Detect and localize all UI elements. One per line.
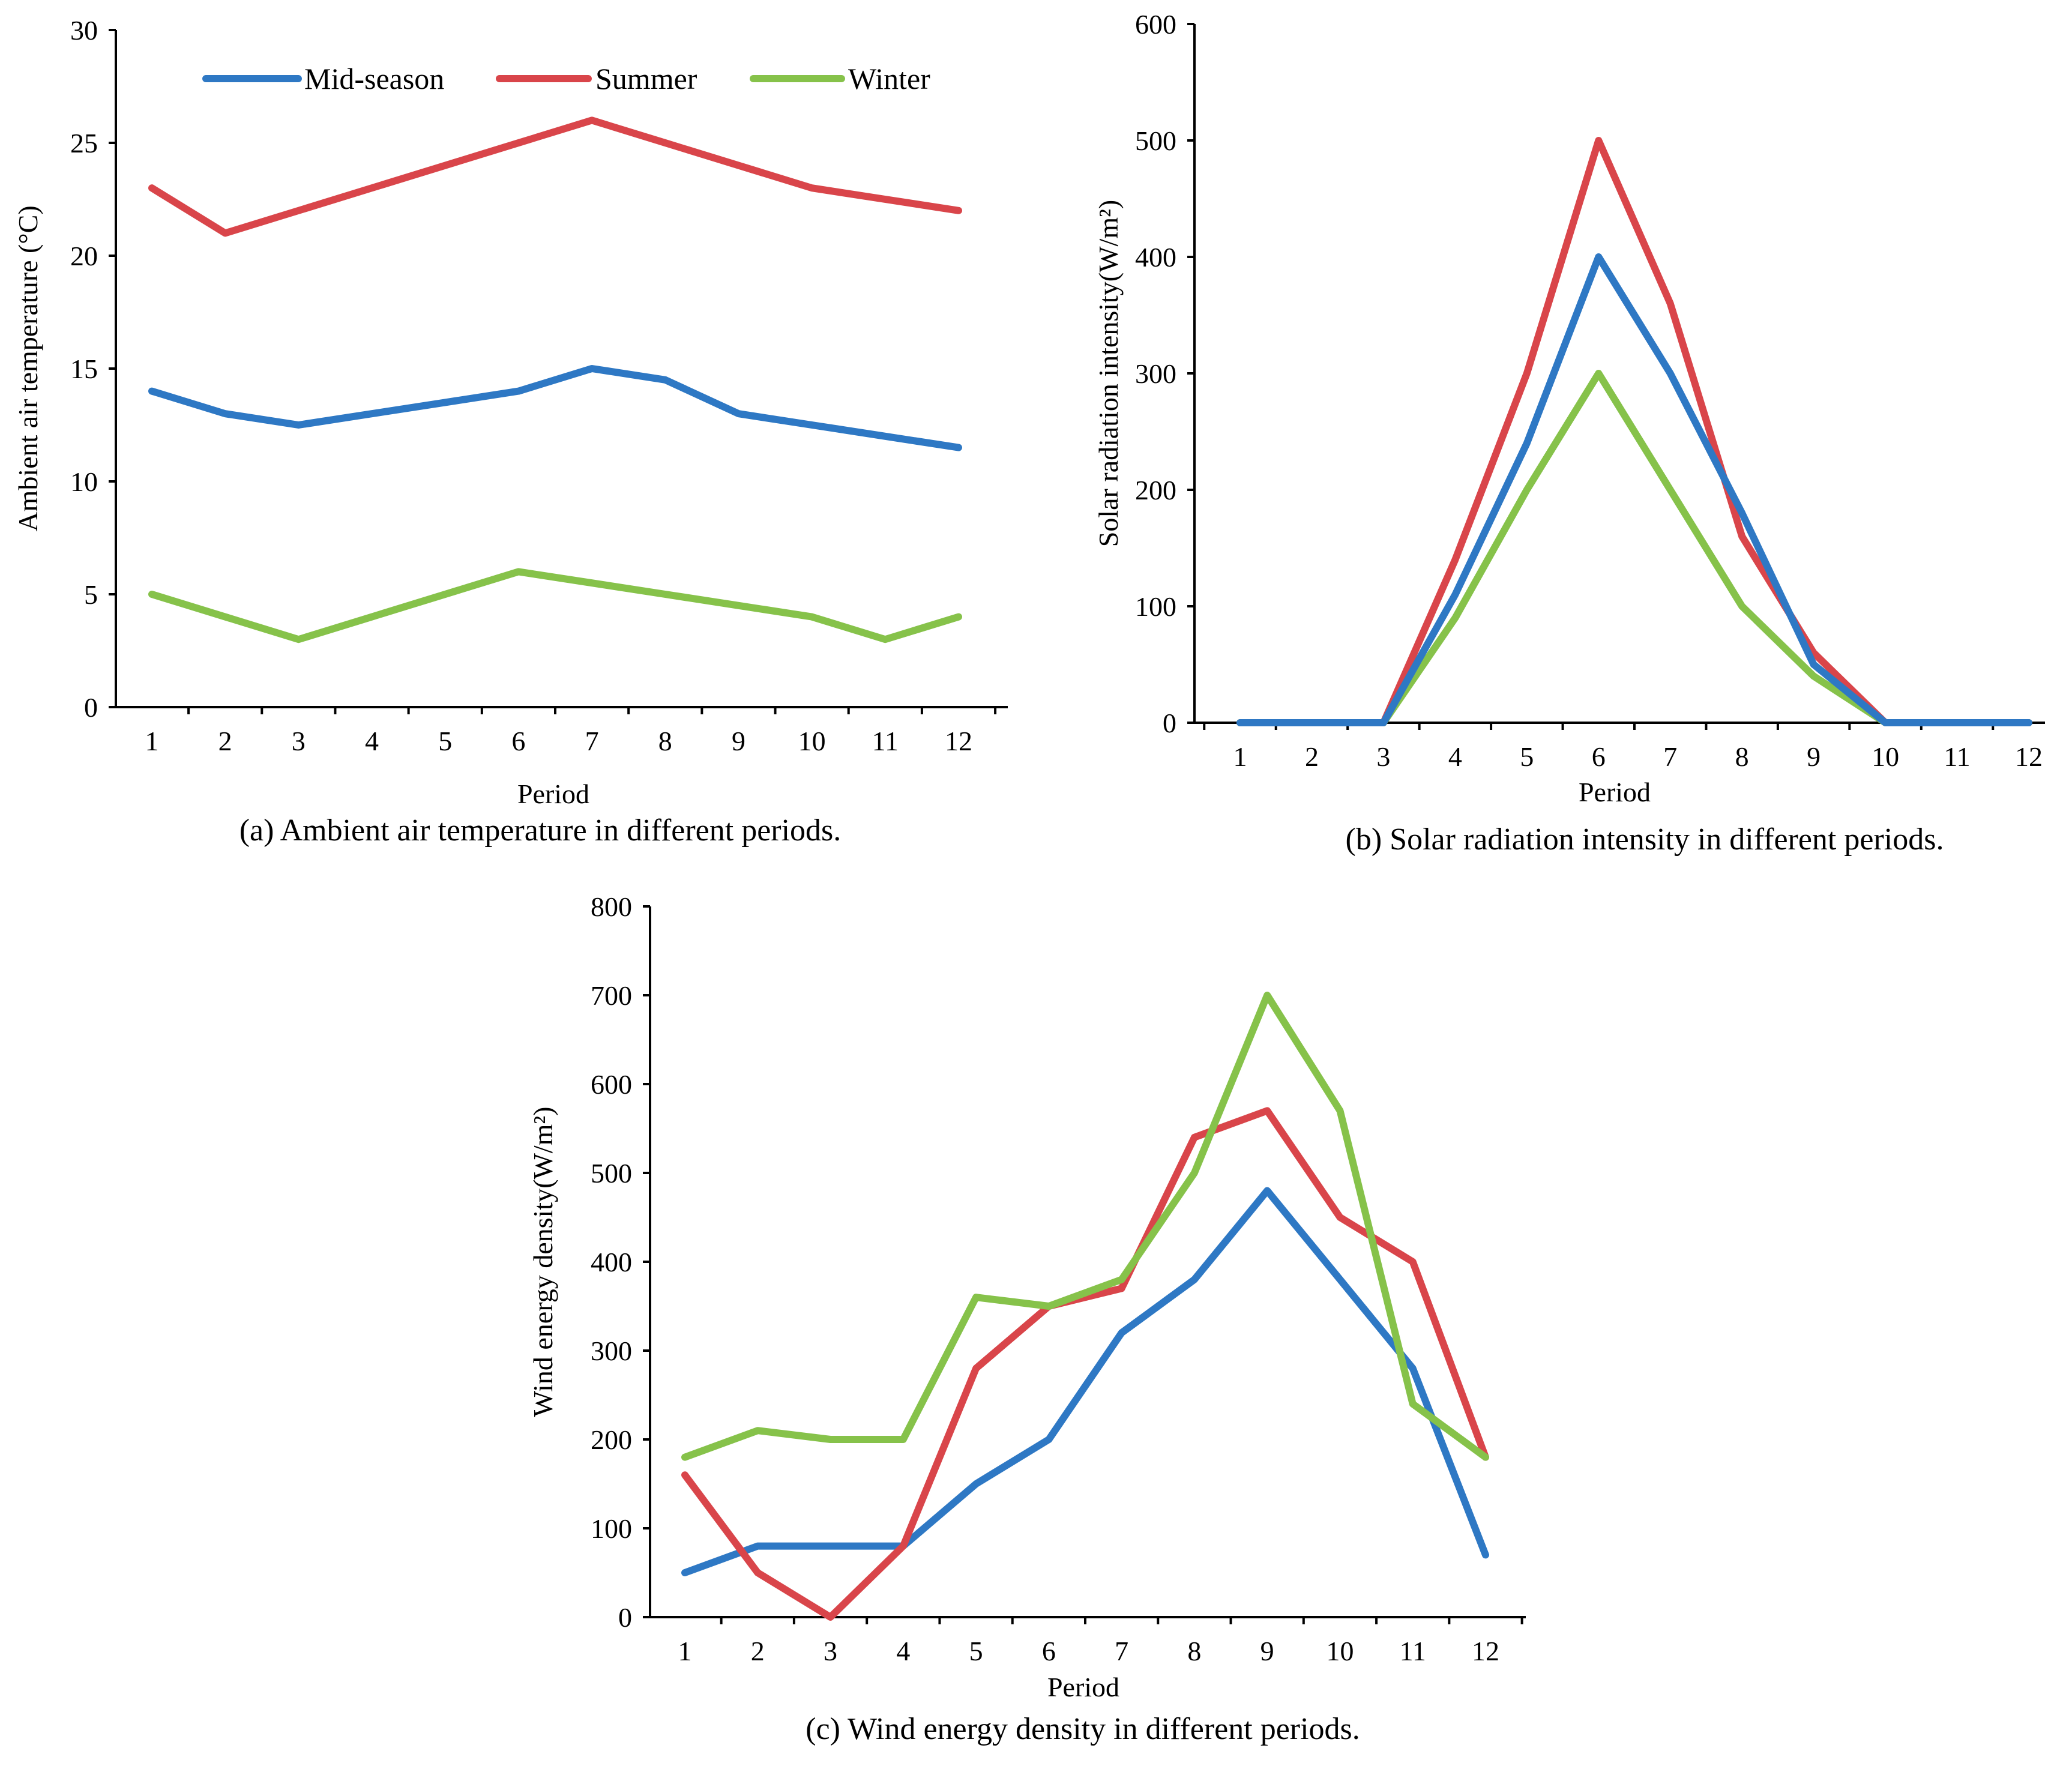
x-tick-label-c: 12 <box>1472 1636 1499 1666</box>
x-axis-label-a: Period <box>517 779 589 809</box>
x-tick-label-b: 7 <box>1663 741 1677 772</box>
x-tick-label-a: 4 <box>365 726 379 756</box>
x-tick-label-c: 8 <box>1187 1636 1201 1666</box>
caption-c: (c) Wind energy density in different per… <box>806 1712 1360 1746</box>
y-tick-label-c: 700 <box>591 980 632 1011</box>
y-tick-label-c: 800 <box>591 891 632 922</box>
y-tick-label-a: 20 <box>70 241 98 271</box>
y-tick-label-c: 200 <box>591 1424 632 1455</box>
y-tick-label-b: 100 <box>1135 591 1176 622</box>
x-tick-label-a: 2 <box>218 726 232 756</box>
y-tick-label-c: 100 <box>591 1513 632 1544</box>
x-tick-label-a: 7 <box>585 726 599 756</box>
legend: Mid-season Summer Winter <box>202 62 930 95</box>
caption-a: (a) Ambient air temperature in different… <box>239 813 842 848</box>
x-tick-label-c: 4 <box>896 1636 910 1666</box>
y-tick-label-b: 300 <box>1135 358 1176 389</box>
legend-label-summer: Summer <box>595 62 697 95</box>
y-tick-label-a: 10 <box>70 466 98 497</box>
x-axis-label-b: Period <box>1579 777 1651 807</box>
x-tick-label-b: 3 <box>1376 741 1390 772</box>
x-tick-label-b: 8 <box>1735 741 1749 772</box>
x-tick-label-c: 6 <box>1042 1636 1056 1666</box>
y-axis-label-c: Wind energy density(W/m²) <box>528 1107 558 1417</box>
x-tick-label-a: 3 <box>292 726 306 756</box>
y-tick-label-c: 600 <box>591 1069 632 1100</box>
x-tick-label-b: 10 <box>1872 741 1899 772</box>
x-tick-label-c: 3 <box>824 1636 837 1666</box>
x-tick-label-b: 1 <box>1233 741 1247 772</box>
chart-panel-a: (a) Ambient air temperature in different… <box>13 15 1008 848</box>
x-axis-label-c: Period <box>1047 1672 1119 1702</box>
series-line-a-summer <box>148 116 962 237</box>
x-tick-label-a: 6 <box>511 726 525 756</box>
y-tick-label-a: 25 <box>70 128 98 158</box>
y-tick-label-b: 200 <box>1135 475 1176 505</box>
y-tick-label-a: 0 <box>84 692 98 723</box>
series-line-c-mid-season <box>681 1187 1489 1576</box>
x-tick-label-c: 11 <box>1400 1636 1426 1666</box>
y-tick-label-c: 300 <box>591 1336 632 1366</box>
x-tick-label-c: 5 <box>969 1636 983 1666</box>
x-tick-label-c: 10 <box>1326 1636 1354 1666</box>
x-tick-label-a: 12 <box>945 726 972 756</box>
x-tick-label-c: 7 <box>1115 1636 1128 1666</box>
x-tick-label-a: 1 <box>145 726 159 756</box>
y-axis-label-a: Ambient air temperature (°C) <box>13 205 43 531</box>
x-tick-label-b: 4 <box>1448 741 1462 772</box>
x-tick-label-b: 2 <box>1305 741 1319 772</box>
y-axis-label-b: Solar radiation intensity(W/m²) <box>1093 200 1124 547</box>
series-line-c-summer <box>681 1107 1489 1621</box>
series-line-b-winter <box>1236 370 2032 726</box>
y-tick-label-b: 400 <box>1135 242 1176 273</box>
x-tick-label-b: 5 <box>1520 741 1534 772</box>
series-line-a-winter <box>148 568 962 643</box>
y-tick-label-b: 500 <box>1135 125 1176 156</box>
x-tick-label-c: 2 <box>751 1636 765 1666</box>
x-tick-label-a: 11 <box>872 726 899 756</box>
y-tick-label-c: 0 <box>618 1602 632 1633</box>
x-tick-label-a: 8 <box>658 726 672 756</box>
y-tick-label-a: 5 <box>84 579 98 610</box>
x-tick-label-b: 6 <box>1592 741 1606 772</box>
x-tick-label-c: 9 <box>1260 1636 1274 1666</box>
x-tick-label-a: 5 <box>438 726 452 756</box>
chart-panel-c: (c) Wind energy density in different per… <box>528 891 1526 1746</box>
x-tick-label-b: 12 <box>2015 741 2043 772</box>
series-line-a-mid-season <box>148 365 962 451</box>
x-tick-label-a: 9 <box>732 726 745 756</box>
x-tick-label-b: 9 <box>1807 741 1821 772</box>
y-tick-label-c: 400 <box>591 1247 632 1277</box>
chart-panel-b: (b) Solar radiation intensity in differe… <box>1093 9 2045 857</box>
y-tick-label-b: 600 <box>1135 9 1176 40</box>
caption-b: (b) Solar radiation intensity in differe… <box>1346 822 1944 857</box>
y-tick-label-b: 0 <box>1163 708 1176 738</box>
y-tick-label-a: 15 <box>70 354 98 384</box>
series-line-b-mid-season <box>1236 253 2032 726</box>
y-tick-label-a: 30 <box>70 15 98 46</box>
series-line-c-winter <box>681 992 1489 1461</box>
x-tick-label-c: 1 <box>678 1636 692 1666</box>
y-tick-label-c: 500 <box>591 1158 632 1189</box>
legend-label-mid-season: Mid-season <box>304 62 444 95</box>
legend-label-winter: Winter <box>848 62 930 95</box>
x-tick-label-a: 10 <box>798 726 826 756</box>
x-tick-label-b: 11 <box>1944 741 1970 772</box>
